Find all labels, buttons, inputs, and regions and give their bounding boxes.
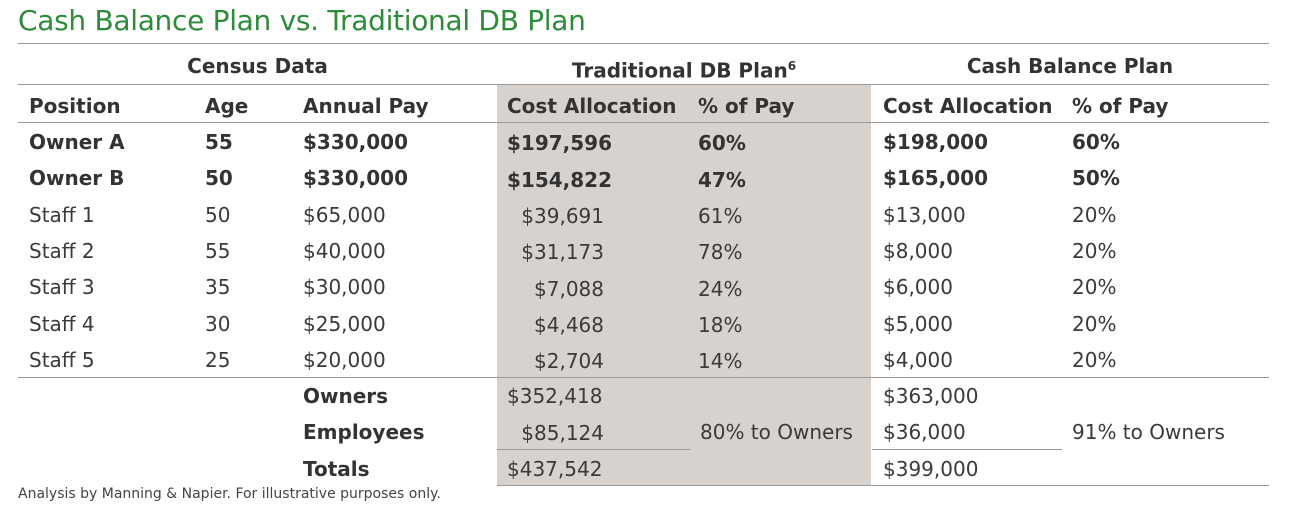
cell-position: Staff 5	[29, 348, 95, 372]
cell-cb-pct: 20%	[1072, 348, 1117, 372]
cell-age: 50	[205, 166, 233, 190]
cell-trad-cost: $7,088	[534, 277, 604, 301]
cell-trad-cost: $197,596	[507, 131, 613, 155]
cell-position: Owner A	[29, 130, 125, 154]
cell-age: 50	[205, 203, 231, 227]
cell-trad-cost: $31,173	[521, 240, 604, 264]
cell-cb-cost: $4,000	[883, 348, 953, 372]
cell-trad-pct: 78%	[698, 240, 743, 264]
bottom-rule	[497, 485, 1269, 486]
summary-totals-label: Totals	[303, 457, 370, 481]
cell-cb-cost: $13,000	[883, 203, 966, 227]
cell-age: 55	[205, 130, 233, 154]
col-header-age: Age	[205, 94, 249, 118]
cell-age: 35	[205, 275, 231, 299]
summary-employees-label: Employees	[303, 420, 425, 444]
col-header-cb-cost: Cost Allocation	[883, 94, 1053, 118]
trad-owner-share-note: 80% to Owners	[700, 420, 853, 444]
cell-annual-pay: $20,000	[303, 348, 386, 372]
cell-position: Staff 4	[29, 312, 95, 336]
trad-subtotal-rule	[497, 449, 690, 450]
cell-cb-pct: 20%	[1072, 239, 1117, 263]
cell-cb-pct: 20%	[1072, 275, 1117, 299]
cell-annual-pay: $330,000	[303, 166, 409, 190]
top-rule	[18, 43, 1269, 44]
cell-cb-cost: $6,000	[883, 275, 953, 299]
column-header-rule	[18, 122, 1269, 123]
col-header-trad-cost: Cost Allocation	[507, 94, 677, 118]
footnote: Analysis by Manning & Napier. For illust…	[18, 486, 441, 502]
cash-balance-plan-header: Cash Balance Plan	[966, 54, 1174, 78]
cell-trad-cost: $2,704	[534, 349, 604, 373]
cell-position: Owner B	[29, 166, 125, 190]
cell-annual-pay: $330,000	[303, 130, 409, 154]
cell-trad-pct: 24%	[698, 277, 743, 301]
cell-cb-cost: $198,000	[883, 130, 989, 154]
trad-employees-total: $85,124	[521, 421, 604, 445]
cell-cb-cost: $165,000	[883, 166, 989, 190]
cell-trad-pct: 60%	[698, 131, 746, 155]
cell-cb-cost: $8,000	[883, 239, 953, 263]
cell-annual-pay: $40,000	[303, 239, 386, 263]
cb-owner-share-note: 91% to Owners	[1072, 420, 1225, 444]
col-header-trad-pct: % of Pay	[698, 94, 795, 118]
cell-cb-cost: $5,000	[883, 312, 953, 336]
cb-subtotal-rule	[872, 449, 1062, 450]
cell-position: Staff 2	[29, 239, 95, 263]
cell-age: 30	[205, 312, 231, 336]
traditional-plan-header: Traditional DB Plan6	[497, 54, 871, 83]
cell-annual-pay: $30,000	[303, 275, 386, 299]
cell-trad-pct: 47%	[698, 168, 746, 192]
cell-trad-pct: 61%	[698, 204, 743, 228]
cell-cb-pct: 50%	[1072, 166, 1120, 190]
col-header-position: Position	[29, 94, 121, 118]
cell-trad-pct: 18%	[698, 313, 743, 337]
cb-owners-total: $363,000	[883, 384, 979, 408]
cb-grand-total: $399,000	[883, 457, 979, 481]
footnote-marker: 6	[787, 59, 797, 73]
cell-cb-pct: 20%	[1072, 203, 1117, 227]
cell-trad-cost: $39,691	[521, 204, 604, 228]
census-data-header: Census Data	[187, 54, 328, 78]
cell-position: Staff 3	[29, 275, 95, 299]
cell-trad-cost: $4,468	[534, 313, 604, 337]
cell-trad-pct: 14%	[698, 349, 743, 373]
cell-trad-cost: $154,822	[507, 168, 613, 192]
col-header-annual-pay: Annual Pay	[303, 94, 429, 118]
cell-age: 25	[205, 348, 231, 372]
trad-grand-total: $437,542	[507, 457, 603, 481]
cell-cb-pct: 20%	[1072, 312, 1117, 336]
cell-annual-pay: $25,000	[303, 312, 386, 336]
cell-position: Staff 1	[29, 203, 95, 227]
trad-owners-total: $352,418	[507, 384, 603, 408]
cell-cb-pct: 60%	[1072, 130, 1120, 154]
summary-owners-label: Owners	[303, 384, 389, 408]
traditional-column-shade	[497, 84, 871, 485]
cell-annual-pay: $65,000	[303, 203, 386, 227]
cb-employees-total: $36,000	[883, 420, 966, 444]
group-header-rule	[18, 84, 1269, 85]
page-title: Cash Balance Plan vs. Traditional DB Pla…	[18, 4, 586, 37]
traditional-plan-label: Traditional DB Plan	[571, 58, 788, 83]
cell-age: 55	[205, 239, 231, 263]
col-header-cb-pct: % of Pay	[1072, 94, 1169, 118]
rows-bottom-rule	[18, 377, 1269, 378]
